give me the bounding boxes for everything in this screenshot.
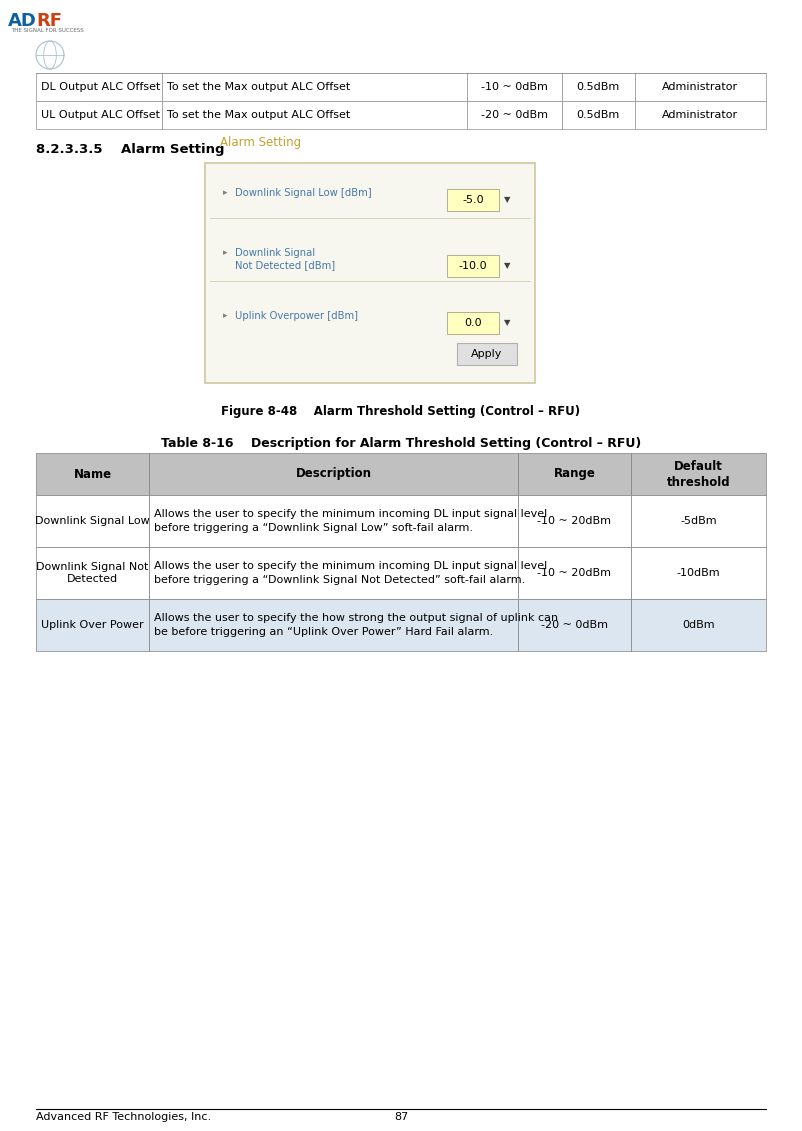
Bar [149,599,518,651]
Bar [36,74,161,101]
Text: RF: RF [36,12,62,31]
Text: ▼: ▼ [504,261,510,270]
Bar [518,495,631,547]
Text: Downlink Signal Not
Detected: Downlink Signal Not Detected [36,562,148,585]
Bar [631,547,766,599]
Text: ▸: ▸ [223,248,228,257]
Text: Downlink Signal Low [dBm]: Downlink Signal Low [dBm] [235,188,371,198]
Text: DL Output ALC Offset: DL Output ALC Offset [41,83,160,92]
Text: Range: Range [553,467,595,481]
Bar [631,599,766,651]
Text: To set the Max output ALC Offset: To set the Max output ALC Offset [167,83,350,92]
Text: -10 ~ 20dBm: -10 ~ 20dBm [537,568,611,578]
Text: 87: 87 [394,1112,408,1122]
Bar [36,454,149,495]
Bar [149,454,518,495]
Text: ▼: ▼ [504,196,510,205]
Text: Description: Description [295,467,371,481]
Text: 0.5dBm: 0.5dBm [577,110,620,120]
Bar [149,495,518,547]
Text: ▸: ▸ [223,311,228,320]
Text: Allows the user to specify the minimum incoming DL input signal level
before tri: Allows the user to specify the minimum i… [154,561,548,585]
Text: 8.2.3.3.5    Alarm Setting: 8.2.3.3.5 Alarm Setting [36,143,225,156]
Text: Uplink Over Power: Uplink Over Power [41,620,144,630]
Text: -10 ~ 20dBm: -10 ~ 20dBm [537,516,611,526]
Text: -20 ~ 0dBm: -20 ~ 0dBm [480,110,548,120]
Text: Figure 8-48    Alarm Threshold Setting (Control – RFU): Figure 8-48 Alarm Threshold Setting (Con… [221,405,581,418]
Text: Downlink Signal Low: Downlink Signal Low [35,516,150,526]
Bar [561,101,634,129]
Text: 0dBm: 0dBm [683,620,715,630]
Bar [518,454,631,495]
Text: ▸: ▸ [223,188,228,197]
Text: -10 ~ 0dBm: -10 ~ 0dBm [480,83,548,92]
Text: Allows the user to specify the how strong the output signal of uplink can
be bef: Allows the user to specify the how stron… [154,613,558,637]
Bar [447,189,499,211]
Text: 0.5dBm: 0.5dBm [577,83,620,92]
Bar [634,74,766,101]
Text: Allows the user to specify the minimum incoming DL input signal level
before tri: Allows the user to specify the minimum i… [154,509,548,533]
Bar [457,343,517,365]
Text: -10dBm: -10dBm [677,568,720,578]
Text: AD: AD [8,12,37,31]
Text: Downlink Signal
Not Detected [dBm]: Downlink Signal Not Detected [dBm] [235,248,335,270]
Bar [631,454,766,495]
Text: -10.0: -10.0 [459,261,488,271]
Text: To set the Max output ALC Offset: To set the Max output ALC Offset [167,110,350,120]
Bar [36,101,161,129]
Text: Default
threshold: Default threshold [666,459,731,489]
Text: Table 8-16    Description for Alarm Threshold Setting (Control – RFU): Table 8-16 Description for Alarm Thresho… [161,437,641,450]
Bar [518,599,631,651]
Bar [36,495,149,547]
Text: Advanced RF Technologies, Inc.: Advanced RF Technologies, Inc. [36,1112,211,1122]
Text: ▼: ▼ [504,319,510,328]
Text: Uplink Overpower [dBm]: Uplink Overpower [dBm] [235,311,358,321]
Text: Alarm Setting: Alarm Setting [220,136,301,149]
Bar [518,547,631,599]
Text: Apply: Apply [472,349,503,359]
Text: -5.0: -5.0 [462,195,484,205]
Bar [634,101,766,129]
Text: Name: Name [74,467,111,481]
Text: Administrator: Administrator [662,110,739,120]
Text: Administrator: Administrator [662,83,739,92]
Bar [447,254,499,277]
Bar [467,74,561,101]
Bar [561,74,634,101]
Bar [631,495,766,547]
Bar [161,74,467,101]
Bar [36,599,149,651]
Text: 0.0: 0.0 [464,318,482,328]
Bar [205,163,535,383]
Text: THE SIGNAL FOR SUCCESS: THE SIGNAL FOR SUCCESS [11,28,83,33]
Bar [149,547,518,599]
Text: -5dBm: -5dBm [680,516,717,526]
Bar [36,547,149,599]
Bar [447,312,499,334]
Bar [161,101,467,129]
Text: -20 ~ 0dBm: -20 ~ 0dBm [541,620,608,630]
Text: UL Output ALC Offset: UL Output ALC Offset [41,110,160,120]
Bar [467,101,561,129]
